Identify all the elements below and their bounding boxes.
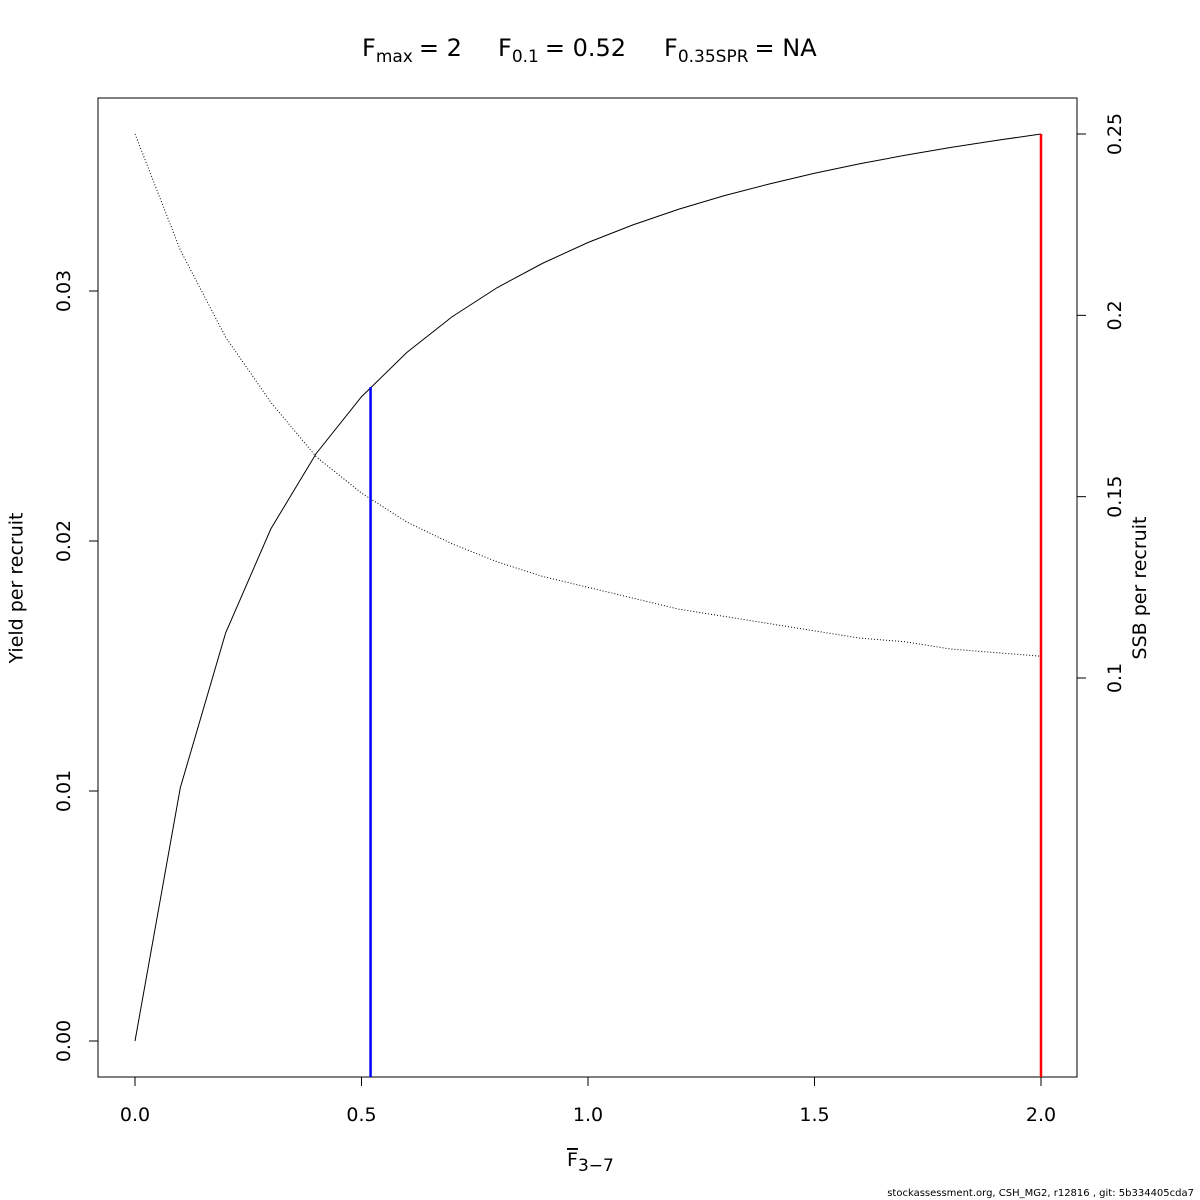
x-tick-label: 0.0 [120, 1104, 150, 1126]
series-line [134, 133, 1042, 1042]
title-value: = NA [755, 34, 818, 62]
title-value: = 2 [419, 34, 462, 62]
y2-axis-label: SSB per recruit [1129, 517, 1151, 660]
y-tick-label: 0.01 [53, 770, 75, 812]
y-axis-label: Yield per recruit [6, 513, 28, 665]
x-tick-label: 1.5 [799, 1104, 829, 1126]
title-sub: max [376, 47, 413, 67]
x-tick-label: 2.0 [1026, 1104, 1056, 1126]
title-part: Fmax = 2 [362, 34, 462, 67]
y-tick-label: 0.00 [53, 1020, 75, 1062]
x-label-symbol: F [567, 1149, 578, 1171]
x-axis-label: F3−7 [567, 1149, 614, 1176]
y2-tick-label: 0.15 [1104, 476, 1126, 518]
series-line [134, 133, 1042, 657]
y-tick-label: 0.03 [53, 270, 75, 312]
title-symbol: F [362, 34, 376, 62]
x-tick-label: 0.5 [346, 1104, 376, 1126]
title-value: = 0.52 [545, 34, 626, 62]
y2-tick-label: 0.25 [1104, 113, 1126, 155]
footer: stockassessment.org, CSH_MG2, r12816 , g… [887, 1188, 1194, 1199]
y2-tick-label: 0.1 [1104, 663, 1126, 693]
title-part: F0.35SPR = NA [664, 34, 817, 67]
title-sub: 0.35SPR [678, 47, 749, 67]
y-tick-label: 0.02 [53, 520, 75, 562]
title-symbol: F [664, 34, 678, 62]
y2-tick-label: 0.2 [1104, 300, 1126, 330]
title-sub: 0.1 [512, 47, 539, 67]
title-part: F0.1 = 0.52 [498, 34, 626, 67]
x-tick-label: 1.0 [573, 1104, 603, 1126]
title: Fmax = 2 F0.1 = 0.52 F0.35SPR = NA [362, 34, 817, 67]
x-label-sub: 3−7 [578, 1156, 614, 1176]
title-symbol: F [498, 34, 512, 62]
